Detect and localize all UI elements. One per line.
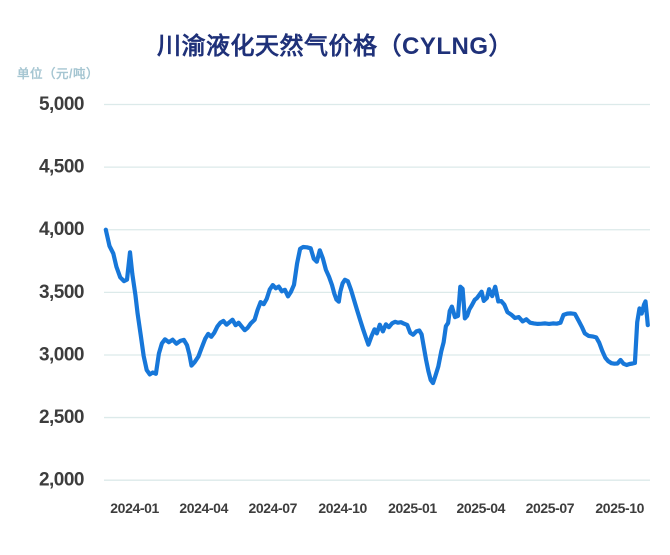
x-axis-tick-label: 2025-01: [388, 500, 437, 516]
y-axis-tick-label: 2,500: [39, 407, 84, 428]
x-axis-tick-label: 2024-10: [318, 500, 367, 516]
chart-title: 川渝液化天然气价格（CYLNG）: [157, 33, 513, 60]
y-axis-tick-label: 5,000: [39, 94, 84, 115]
x-axis-tick-label: 2024-01: [110, 500, 159, 516]
x-axis-tick-label: 2024-04: [179, 500, 228, 516]
x-axis-tick-label: 2025-07: [526, 500, 575, 516]
y-axis-tick-label: 3,500: [39, 282, 84, 303]
price-line-series: [103, 227, 650, 386]
x-axis-tick-label: 2025-04: [456, 500, 505, 516]
y-axis-tick-label: 2,000: [39, 470, 84, 491]
y-axis-tick-label: 4,500: [39, 157, 84, 178]
y-axis-tick-label: 4,000: [39, 219, 84, 240]
y-axis-tick-label: 3,000: [39, 344, 84, 365]
x-axis-tick-label: 2025-10: [595, 500, 644, 516]
x-axis-tick-label: 2024-07: [248, 500, 297, 516]
y-axis-unit-label: 单位（元/吨）: [17, 67, 99, 81]
